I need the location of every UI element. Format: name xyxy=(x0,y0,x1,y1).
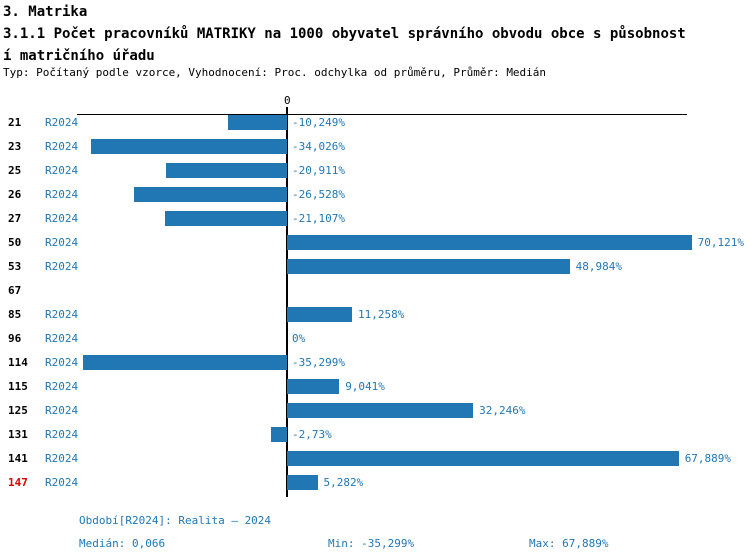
row-code-147: 147 xyxy=(8,476,28,489)
row-code-115: 115 xyxy=(8,380,28,393)
row-period-53: R2024 xyxy=(45,260,79,273)
row-period-147: R2024 xyxy=(45,476,79,489)
bar-27 xyxy=(165,211,287,226)
row-period-96: R2024 xyxy=(45,332,79,345)
bar-23 xyxy=(90,139,287,154)
chart-subtitle-line2: í matričního úřadu xyxy=(3,48,155,64)
value-label-53: 48,984% xyxy=(575,260,622,273)
value-label-141: 67,889% xyxy=(684,452,732,465)
footer-max: Max: 67,889% xyxy=(529,537,609,550)
value-label-115: 9,041% xyxy=(345,380,385,393)
chart-meta-info: Typ: Počítaný podle vzorce, Vyhodnocení:… xyxy=(3,66,547,79)
value-label-23: -34,026% xyxy=(292,140,345,153)
value-label-26: -26,528% xyxy=(292,188,345,201)
value-label-50: 70,121% xyxy=(697,236,744,249)
value-label-125: 32,246% xyxy=(479,404,526,417)
footer-median: Medián: 0,066 xyxy=(79,537,166,550)
value-label-147: 5,282% xyxy=(323,476,364,489)
row-period-115: R2024 xyxy=(45,380,79,393)
zero-tick-label: 0 xyxy=(284,94,291,107)
bar-25 xyxy=(166,163,287,178)
row-code-96: 96 xyxy=(8,332,22,345)
row-code-114: 114 xyxy=(8,356,28,369)
value-label-25: -20,911% xyxy=(292,164,345,177)
row-period-23: R2024 xyxy=(45,140,79,153)
bar-115 xyxy=(287,379,340,394)
row-code-50: 50 xyxy=(8,236,22,249)
x-axis-line xyxy=(77,114,687,115)
row-code-125: 125 xyxy=(8,404,28,417)
bar-26 xyxy=(133,187,287,202)
row-period-27: R2024 xyxy=(45,212,79,225)
row-code-25: 25 xyxy=(8,164,22,177)
chart-subtitle-line1: 3.1.1 Počet pracovníků MATRIKY na 1000 o… xyxy=(3,26,686,42)
zero-axis-line xyxy=(286,107,288,497)
row-code-53: 53 xyxy=(8,260,22,273)
row-code-141: 141 xyxy=(8,452,28,465)
row-period-25: R2024 xyxy=(45,164,79,177)
bar-141 xyxy=(287,451,679,466)
value-label-85: 11,258% xyxy=(358,308,405,321)
value-label-96: 0% xyxy=(292,332,306,345)
bar-50 xyxy=(287,235,692,250)
bar-21 xyxy=(227,115,287,130)
row-period-21: R2024 xyxy=(45,116,79,129)
page-title: 3. Matrika xyxy=(3,4,88,20)
row-code-21: 21 xyxy=(8,116,22,129)
row-code-26: 26 xyxy=(8,188,22,201)
bar-85 xyxy=(287,307,352,322)
row-period-125: R2024 xyxy=(45,404,79,417)
row-code-131: 131 xyxy=(8,428,28,441)
bar-125 xyxy=(287,403,474,418)
footer-period-info: Období[R2024]: Realita – 2024 xyxy=(79,514,272,527)
value-label-114: -35,299% xyxy=(292,356,345,369)
row-period-50: R2024 xyxy=(45,236,79,249)
bar-53 xyxy=(287,259,570,274)
row-period-85: R2024 xyxy=(45,308,79,321)
bar-114 xyxy=(83,355,287,370)
bar-147 xyxy=(287,475,318,490)
footer-min: Min: -35,299% xyxy=(328,537,415,550)
row-period-114: R2024 xyxy=(45,356,79,369)
row-code-85: 85 xyxy=(8,308,22,321)
row-period-131: R2024 xyxy=(45,428,79,441)
row-period-26: R2024 xyxy=(45,188,79,201)
value-label-21: -10,249% xyxy=(292,116,345,129)
row-code-67: 67 xyxy=(8,284,22,297)
row-period-141: R2024 xyxy=(45,452,79,465)
value-label-27: -21,107% xyxy=(292,212,345,225)
row-code-23: 23 xyxy=(8,140,22,153)
value-label-131: -2,73% xyxy=(292,428,332,441)
row-code-27: 27 xyxy=(8,212,22,225)
bar-131 xyxy=(271,427,287,442)
